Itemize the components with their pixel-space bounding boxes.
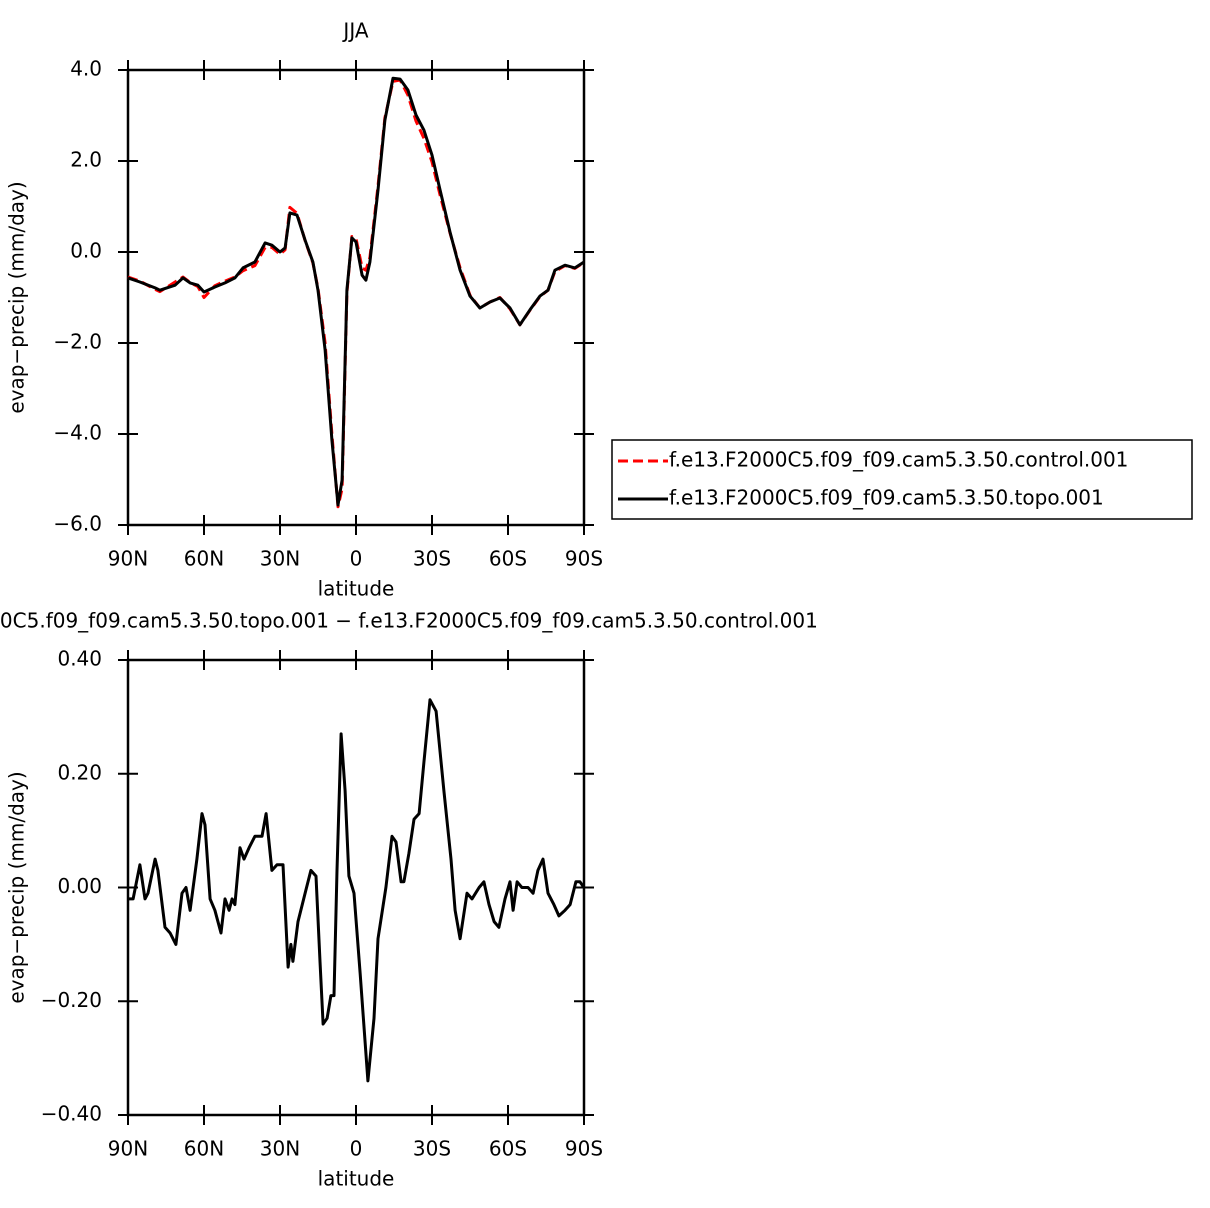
chart-title: JJA bbox=[341, 19, 368, 43]
x-tick-label: 60S bbox=[489, 547, 527, 571]
x-tick-label: 90N bbox=[108, 1137, 148, 1161]
x-tick-label: 60N bbox=[184, 547, 224, 571]
y-tick-label: 0.20 bbox=[57, 760, 102, 784]
y-tick-label: 2.0 bbox=[70, 148, 102, 172]
y-tick-label: 0.40 bbox=[57, 647, 102, 671]
x-tick-label: 90N bbox=[108, 547, 148, 571]
data-line bbox=[128, 698, 586, 1083]
legend-box bbox=[611, 439, 1193, 520]
data-line bbox=[127, 78, 585, 509]
y-tick-label: 4.0 bbox=[70, 57, 102, 81]
y-tick-label: −0.20 bbox=[41, 988, 102, 1012]
x-tick-label: 30S bbox=[413, 1137, 451, 1161]
x-tick-label: 30S bbox=[413, 547, 451, 571]
y-tick-label: 0.0 bbox=[70, 239, 102, 263]
x-tick-label: 90S bbox=[565, 547, 603, 571]
x-axis-label: latitude bbox=[318, 577, 395, 601]
x-axis-label: latitude bbox=[318, 1167, 395, 1191]
x-tick-label: 0 bbox=[350, 1137, 363, 1161]
y-axis-label: evap−precip (mm/day) bbox=[5, 771, 29, 1003]
x-tick-label: 90S bbox=[565, 1137, 603, 1161]
y-axis-label: evap−precip (mm/day) bbox=[5, 181, 29, 413]
y-tick-label: −4.0 bbox=[53, 421, 102, 445]
x-tick-label: 0 bbox=[350, 547, 363, 571]
x-tick-label: 60S bbox=[489, 1137, 527, 1161]
y-tick-label: 0.00 bbox=[57, 874, 102, 898]
y-tick-label: −6.0 bbox=[53, 512, 102, 536]
plot-frame bbox=[126, 68, 586, 527]
legend-label: f.e13.F2000C5.f09_f09.cam5.3.50.control.… bbox=[669, 448, 1128, 472]
y-tick-label: −0.40 bbox=[41, 1102, 102, 1126]
y-tick-label: −2.0 bbox=[53, 330, 102, 354]
legend-label: f.e13.F2000C5.f09_f09.cam5.3.50.topo.001 bbox=[669, 486, 1104, 510]
x-tick-label: 60N bbox=[184, 1137, 224, 1161]
x-tick-label: 30N bbox=[260, 1137, 300, 1161]
x-tick-label: 30N bbox=[260, 547, 300, 571]
data-line bbox=[127, 76, 585, 507]
chart-title: f.e13.F2000C5.f09_f09.cam5.3.50.topo.001… bbox=[0, 609, 818, 633]
